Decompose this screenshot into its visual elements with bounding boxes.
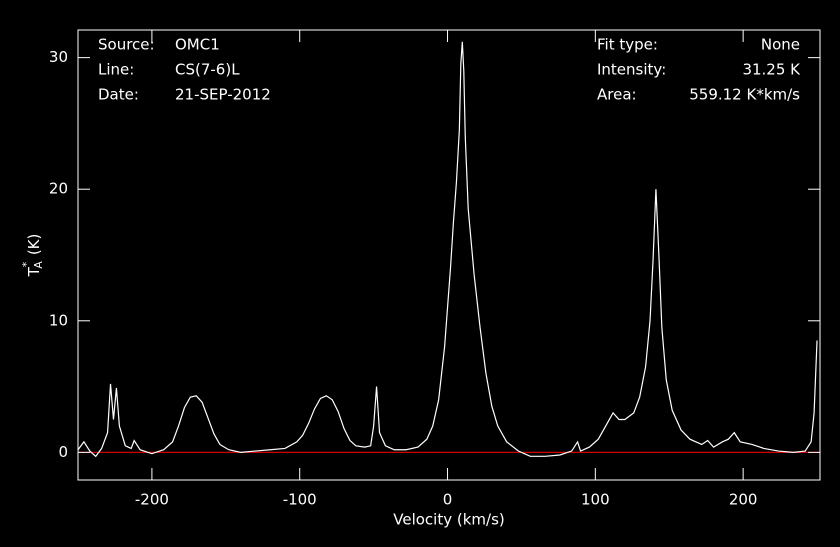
y-label-unit: (K) [25,234,43,256]
x-tick-label: -100 [283,491,317,509]
y-tick-label: 30 [49,48,68,66]
x-tick-label: 100 [581,491,610,509]
y-axis-label: T*A (K) [20,234,45,278]
y-tick-label: 20 [49,180,68,198]
info-label: Source: [98,36,155,54]
y-tick-label: 10 [49,311,68,329]
y-label-base: T [25,266,43,277]
spectrum-line [77,41,818,458]
info-value: None [761,36,800,54]
x-tick-label: 200 [729,491,758,509]
info-label: Fit type: [597,36,658,54]
info-label: Date: [98,86,139,104]
info-value: CS(7-6)L [175,61,240,79]
info-label: Intensity: [597,61,666,79]
info-value: 21-SEP-2012 [175,86,271,104]
y-tick-label: 0 [58,443,68,461]
info-label: Area: [597,86,637,104]
info-value: 559.12 K*km/s [689,86,800,104]
x-axis-label: Velocity (km/s) [393,511,504,529]
plot-frame [77,29,821,481]
y-label-sup: * [20,261,33,267]
x-tick-label: -200 [135,491,169,509]
info-value: OMC1 [175,36,220,54]
y-label-sub: A [32,261,45,269]
info-value: 31.25 K [742,61,801,79]
info-label: Line: [98,61,134,79]
x-tick-label: 0 [443,491,453,509]
